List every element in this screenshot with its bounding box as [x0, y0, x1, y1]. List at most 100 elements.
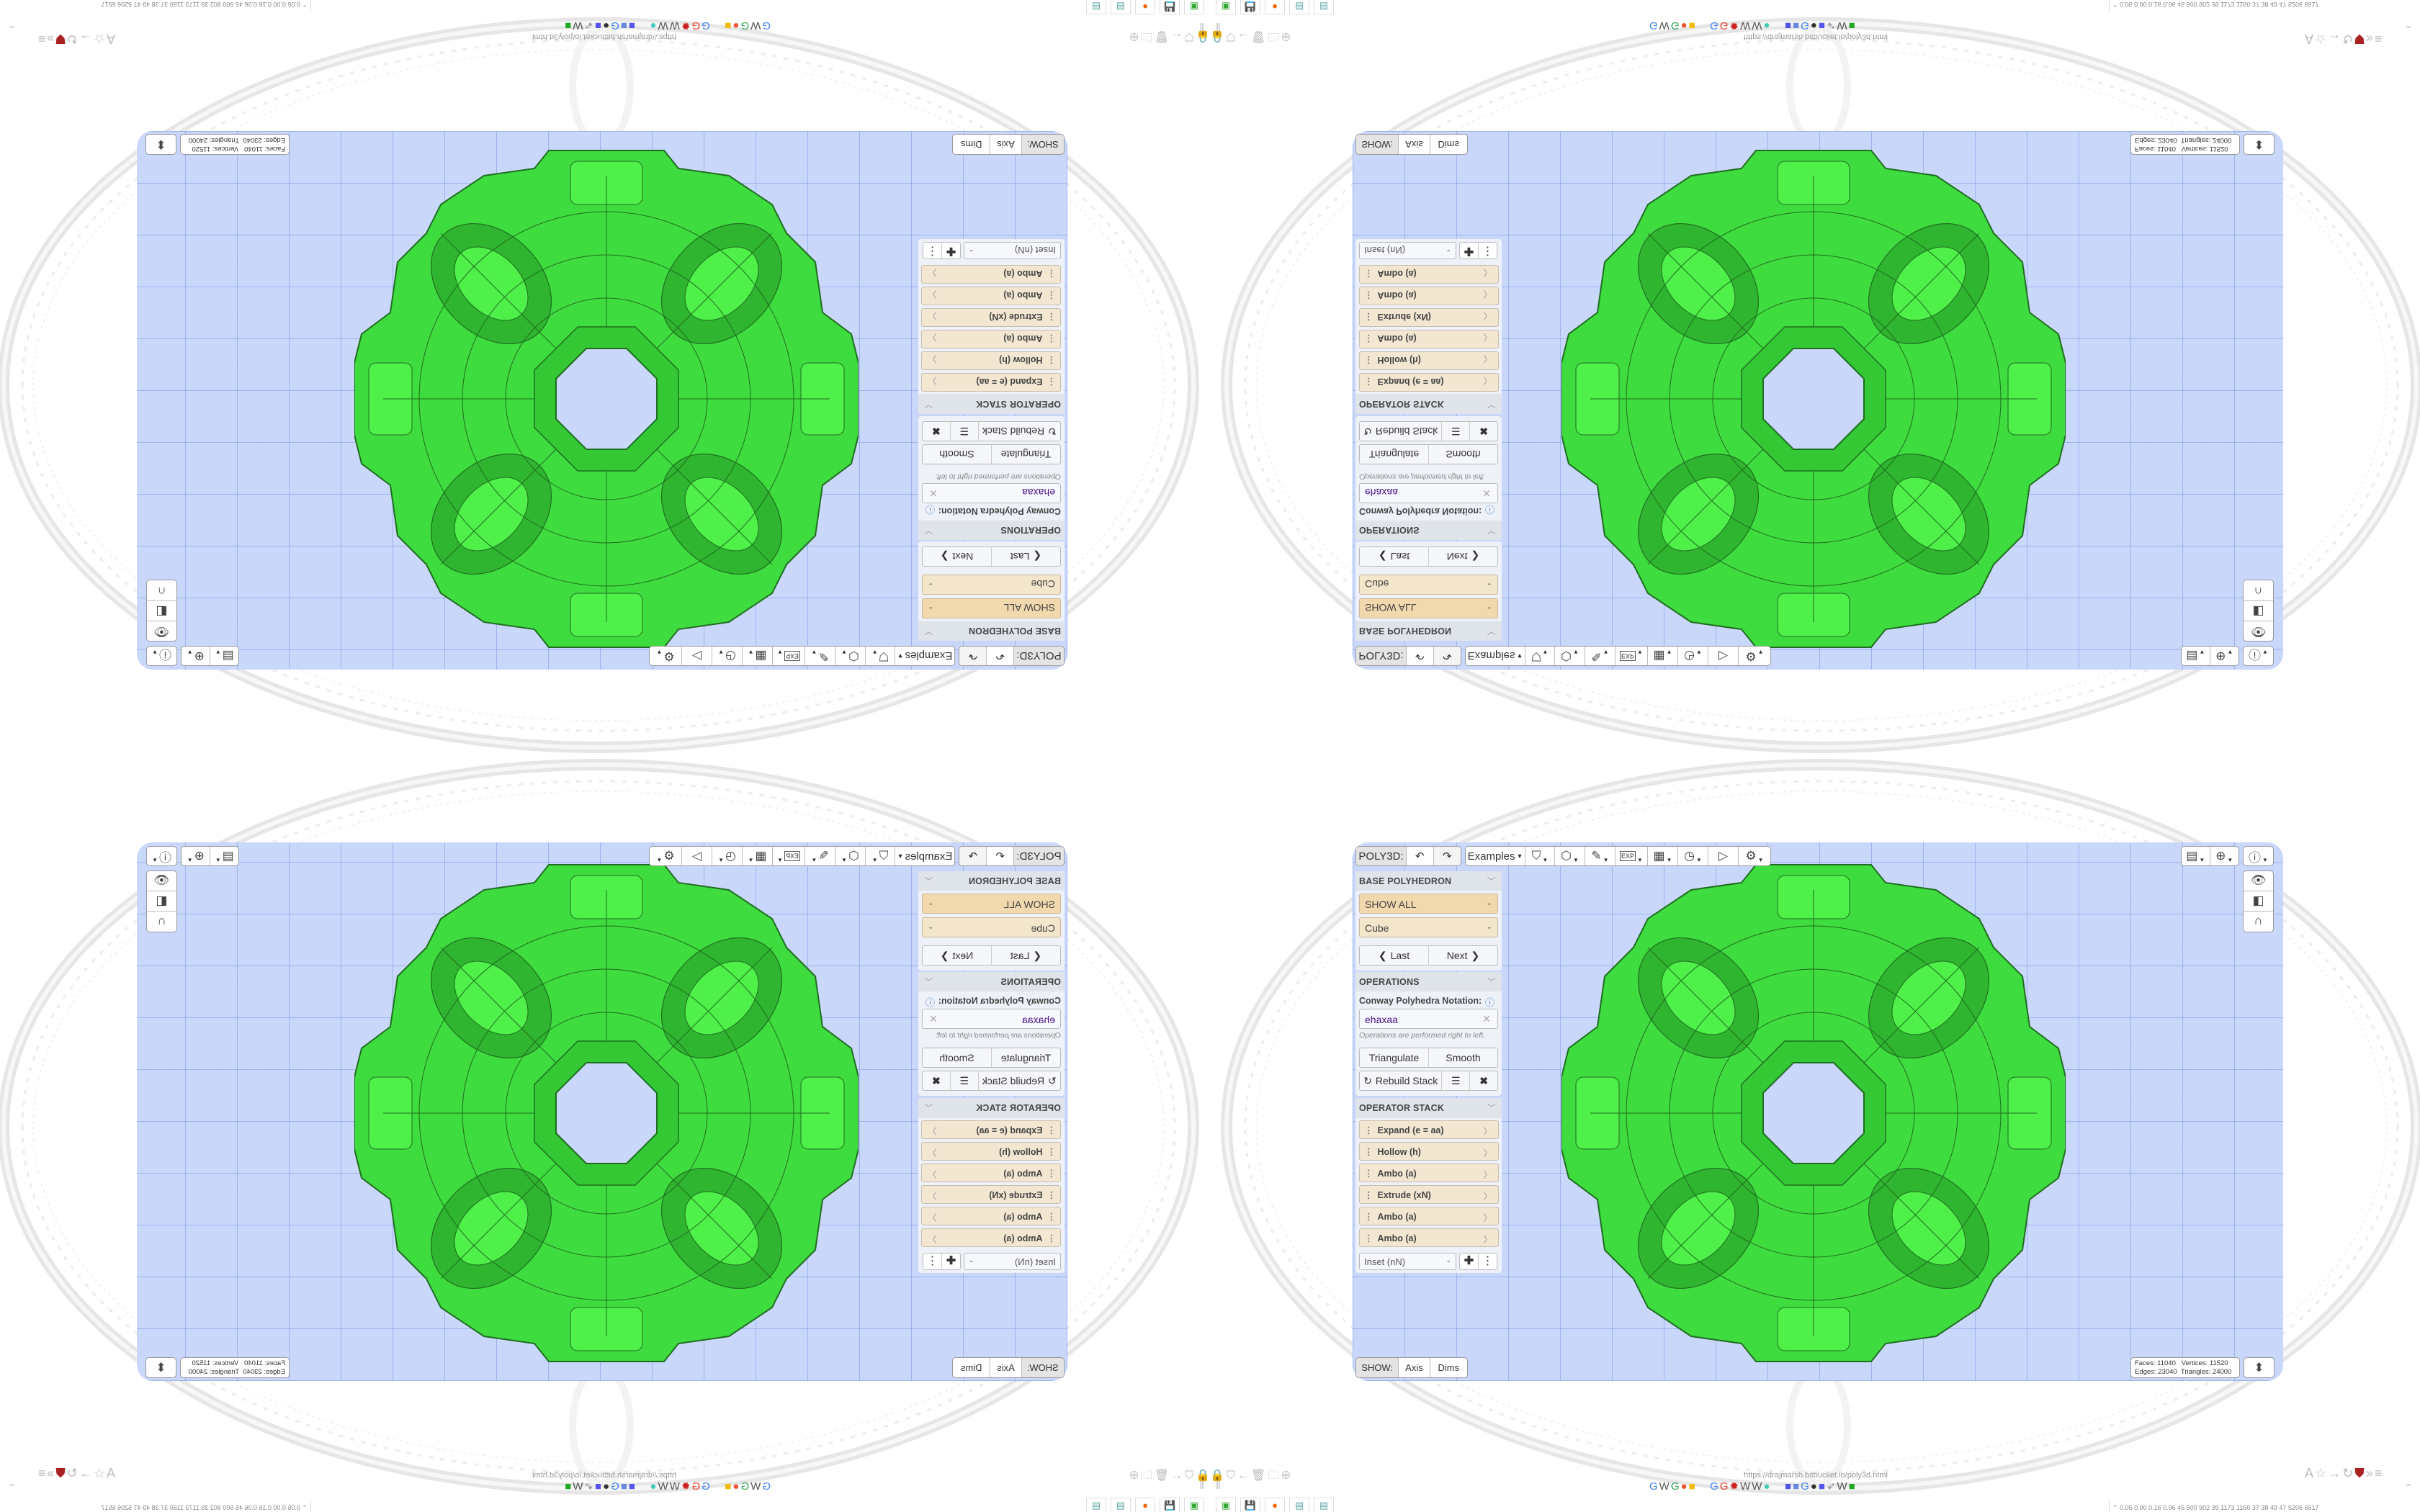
image-icon[interactable]: ■	[723, 1480, 732, 1493]
chevron-right-icon[interactable]: 〉	[1483, 1235, 1492, 1245]
export-button[interactable]: EXP ▼	[772, 847, 805, 865]
camera-fit-button[interactable]: ⬍	[2244, 134, 2275, 155]
smooth-button[interactable]: Smooth	[1446, 449, 1481, 460]
operator-stack-item[interactable]: ⋮ Ambo (a) 〉	[921, 1228, 1061, 1247]
drag-handle-icon[interactable]: ⋮	[1047, 1190, 1057, 1200]
gear-red-icon[interactable]: ✹	[1729, 19, 1741, 32]
cc-icon[interactable]: ●	[648, 1480, 657, 1493]
chart-icon[interactable]: ■	[563, 1480, 572, 1493]
calendar-clock-button[interactable]: ▤ ▼	[210, 647, 238, 665]
ublock-icon[interactable]: ⛊	[54, 1466, 66, 1480]
drag-handle-icon[interactable]: ⋮	[1047, 355, 1057, 365]
operator-stack-item[interactable]: ⋮ Expand (e = aa) 〉	[921, 1120, 1061, 1139]
bookmark-icon[interactable]: ■	[1818, 1480, 1827, 1493]
examples-menu[interactable]: Examples ▼	[1466, 847, 1525, 865]
image-icon[interactable]: ■	[1688, 1480, 1697, 1493]
polyhedron-model[interactable]	[354, 147, 859, 651]
globe-icon[interactable]: ⊕	[1281, 30, 1293, 42]
dims-toggle[interactable]: Dims	[960, 139, 982, 150]
snap-button[interactable]: ∩	[147, 580, 176, 600]
operations-header[interactable]: OPERATIONS ﹀	[918, 972, 1065, 991]
globe-button[interactable]: ⊕ ▼	[2215, 649, 2233, 664]
chat-icon[interactable]: ■	[1784, 19, 1793, 32]
floppy-icon[interactable]: 💾	[1240, 0, 1260, 14]
add-operator-button[interactable]: ✚	[941, 243, 960, 258]
clear-stack-button[interactable]: ✖	[923, 1071, 950, 1090]
rebuild-stack-button[interactable]: ↻ Rebuild Stack	[1360, 422, 1443, 441]
undo-button[interactable]: ↶	[986, 847, 1013, 865]
vk-icon[interactable]: ■	[619, 1480, 627, 1493]
shield-icon[interactable]: ⛉	[1183, 1470, 1194, 1482]
play-button[interactable]: ▷	[1708, 647, 1739, 665]
drag-handle-icon[interactable]: ⋮	[1364, 1169, 1373, 1179]
info-icon[interactable]: ⓘ	[925, 504, 935, 515]
drag-handle-icon[interactable]: ⋮	[1047, 1169, 1057, 1179]
operator-stack-item[interactable]: ⋮ Ambo (a) 〉	[1359, 1228, 1499, 1247]
operator-stack-item[interactable]: ⋮ Expand (e = aa) 〉	[1359, 373, 1499, 392]
chart-icon[interactable]: ■	[1848, 1480, 1857, 1493]
back-arrow-icon[interactable]: ←	[1237, 30, 1251, 42]
switch-toggle-button[interactable]: ◧	[2244, 600, 2273, 621]
dolphin-icon[interactable]: ➶	[583, 1480, 594, 1493]
wikipedia-icon[interactable]: WW	[1740, 19, 1764, 32]
base-polyhedron-header[interactable]: BASE POLYHEDRON ﹀	[1355, 871, 1502, 891]
google-icon[interactable]: G	[609, 1480, 619, 1493]
operator-stack-item[interactable]: ⋮ Ambo (a) 〉	[1359, 265, 1499, 284]
expand-icon[interactable]: ⌃	[2112, 1, 2118, 8]
cube-play-button[interactable]: ⬡ ▼	[1555, 847, 1585, 865]
page-url[interactable]: https://drajmarsh.bitbucket.io/poly3d.ht…	[1744, 32, 1888, 41]
snap-button[interactable]: ∩	[2244, 580, 2273, 600]
drive-icon[interactable]: ▣	[1184, 0, 1204, 14]
pencil-edit-button[interactable]: ✎ ▼	[805, 847, 835, 865]
google-icon[interactable]: G	[1719, 1480, 1730, 1493]
vk-icon[interactable]: ■	[1793, 1480, 1801, 1493]
page-url[interactable]: https://drajmarsh.bitbucket.io/poly3d.ht…	[532, 1471, 676, 1480]
google-icon[interactable]: G	[690, 19, 701, 32]
vk-icon[interactable]: ■	[619, 19, 627, 32]
operator-stack-header[interactable]: OPERATOR STACK ﹀	[1355, 394, 1502, 414]
floppy-icon[interactable]: 💾	[1240, 1498, 1260, 1512]
collapse-icon[interactable]: ⌃	[7, 1482, 16, 1493]
next-button[interactable]: Next ❯	[923, 547, 991, 566]
app-title[interactable]: POLY3D:	[1013, 847, 1064, 865]
info-icon[interactable]: ⓘ	[925, 997, 935, 1008]
operator-stack-item[interactable]: ⋮ Ambo (a) 〉	[1359, 1164, 1499, 1182]
undo-button[interactable]: ↶	[1407, 847, 1434, 865]
triangulate-button[interactable]: Triangulate	[1360, 445, 1429, 464]
google-icon[interactable]: G	[1649, 19, 1659, 32]
drag-handle-icon[interactable]: ⋮	[1047, 1212, 1057, 1222]
chevron-right-icon[interactable]: 〉	[1483, 375, 1492, 385]
chevron-right-icon[interactable]: 〉	[1483, 289, 1492, 299]
forward-icon[interactable]: →	[2328, 32, 2343, 46]
google-icon[interactable]: G	[739, 1480, 750, 1493]
reload-icon[interactable]: ↻	[2342, 1466, 2355, 1480]
chevron-right-icon[interactable]: 〉	[928, 1192, 937, 1202]
notepad-icon[interactable]: ▤	[1086, 1498, 1106, 1512]
star-icon[interactable]: ☆	[91, 1466, 105, 1480]
operator-select[interactable]: Inset (nN) ⌄	[964, 242, 1061, 259]
firefox-icon[interactable]: ●	[1265, 0, 1285, 14]
operator-stack-item[interactable]: ⋮ Extrude (xN) 〉	[1359, 1185, 1499, 1204]
ublock-icon[interactable]: ⛊	[2354, 32, 2366, 46]
app-title[interactable]: POLY3D:	[1013, 647, 1064, 665]
operator-stack-item[interactable]: ⋮ Ambo (a) 〉	[921, 1164, 1061, 1182]
clear-icon[interactable]: ✕	[1482, 487, 1491, 499]
clear-icon[interactable]: ✕	[929, 1013, 938, 1025]
operator-stack-header[interactable]: OPERATOR STACK ﹀	[918, 1098, 1065, 1118]
paint-bucket-button[interactable]: ⛉ ▼	[1525, 847, 1555, 865]
wikipedia-icon[interactable]: WW	[1740, 1480, 1764, 1493]
next-button[interactable]: Next ❯	[1429, 946, 1497, 965]
axis-toggle[interactable]: Axis	[1399, 1358, 1430, 1377]
operator-stack-item[interactable]: ⋮ Expand (e = aa) 〉	[921, 373, 1061, 392]
menu-icon[interactable]: ≡	[36, 32, 46, 46]
chevron-right-icon[interactable]: 〉	[1483, 1192, 1492, 1202]
operator-stack-item[interactable]: ⋮ Extrude (xN) 〉	[1359, 308, 1499, 327]
menu-icon[interactable]: ≡	[36, 1466, 46, 1480]
globe-icon[interactable]: ⊕	[1281, 1470, 1293, 1482]
axis-toggle[interactable]: Axis	[1399, 135, 1430, 154]
wikipedia-icon[interactable]: WW	[656, 1480, 680, 1493]
examples-menu[interactable]: Examples ▼	[895, 847, 954, 865]
back-arrow-icon[interactable]: ←	[1237, 1470, 1251, 1482]
wikipedia-icon[interactable]: WW	[656, 19, 680, 32]
drag-handle-icon[interactable]: ⋮	[1047, 333, 1057, 343]
